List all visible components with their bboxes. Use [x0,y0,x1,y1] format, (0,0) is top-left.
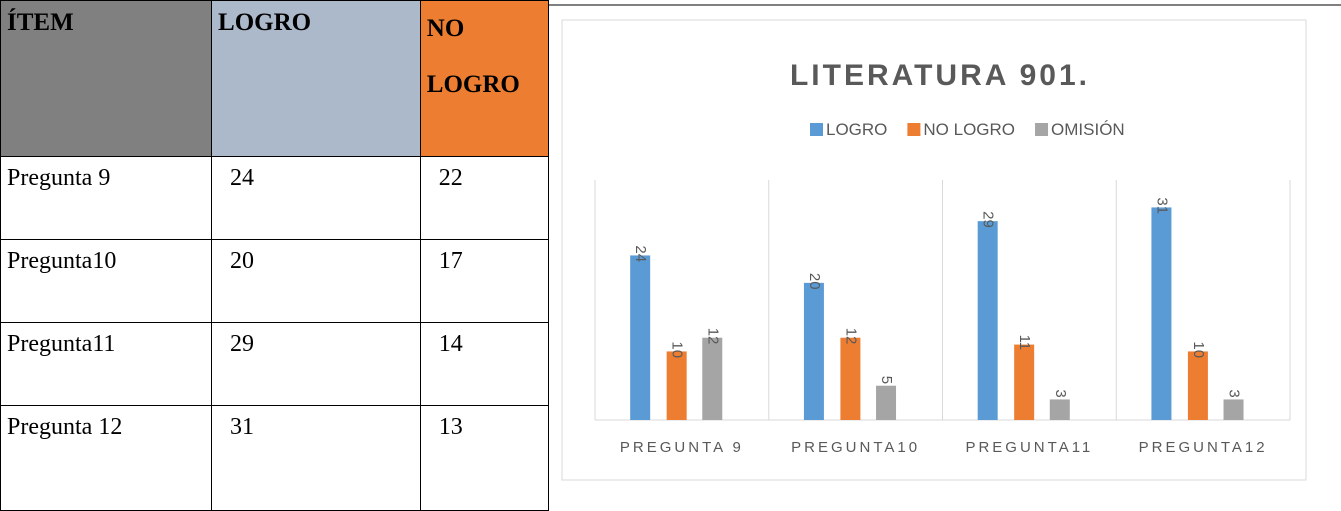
header-cell: ÍTEM [0,0,213,157]
chart-frame [561,19,1307,481]
legend-swatch [907,123,921,136]
bar [702,337,723,420]
x-tick-label: PREGUNTA12 [1139,439,1268,456]
bar [1223,399,1244,420]
header-cell: NO LOGRO [419,0,550,157]
x-tick-label: PREGUNTA 9 [620,439,744,456]
legend-label: LOGRO [826,120,887,139]
table-cell: Pregunta11 [0,322,213,406]
table-cell: Pregunta 12 [0,405,213,511]
x-tick-label: PREGUNTA11 [965,439,1093,456]
data-label: 11 [1016,335,1033,351]
data-label: 3 [1052,389,1069,397]
bar [1049,399,1070,420]
data-label: 24 [632,245,649,262]
data-label: 10 [669,341,686,358]
chart-title: LITERATURA 901. [790,59,1090,92]
bar [1187,351,1208,420]
table-row: Pregunta 9 24 22 [0,156,550,240]
bar [666,351,687,420]
table-row: Pregunta 12 31 13 [0,405,550,511]
results-table: ÍTEM LOGRO NO LOGRO Pregunta 9 24 22 Pregun… [0,0,550,511]
table-cell: 24 [211,156,421,240]
table-cell: 29 [211,322,421,406]
table-cell: Pregunta10 [0,239,213,323]
legend-label: OMISIÓN [1051,120,1125,139]
table-cell: Pregunta 9 [0,156,213,240]
data-label: 20 [806,273,823,290]
bar [977,221,998,420]
bar [630,255,651,420]
table-row: Pregunta11 29 14 [0,322,550,406]
bar [840,337,861,420]
data-label: 5 [878,376,895,384]
bar [1151,207,1172,420]
data-label: 31 [1153,197,1170,214]
table-cell: 17 [419,239,550,323]
data-label: 3 [1226,389,1243,397]
bar [876,385,897,420]
legend-swatch [1035,123,1049,136]
bar [803,282,824,420]
data-label: 10 [1190,341,1207,358]
table-row: Pregunta10 20 17 [0,239,550,323]
legend-swatch [810,123,823,136]
data-label: 12 [842,328,859,345]
data-label: 12 [704,328,721,345]
table-cell: 13 [419,405,550,511]
data-label: 29 [980,211,997,228]
legend-label: NO LOGRO [923,120,1015,139]
bar [1014,344,1035,420]
x-tick-label: PREGUNTA10 [791,439,920,456]
table-cell: 14 [419,322,550,406]
